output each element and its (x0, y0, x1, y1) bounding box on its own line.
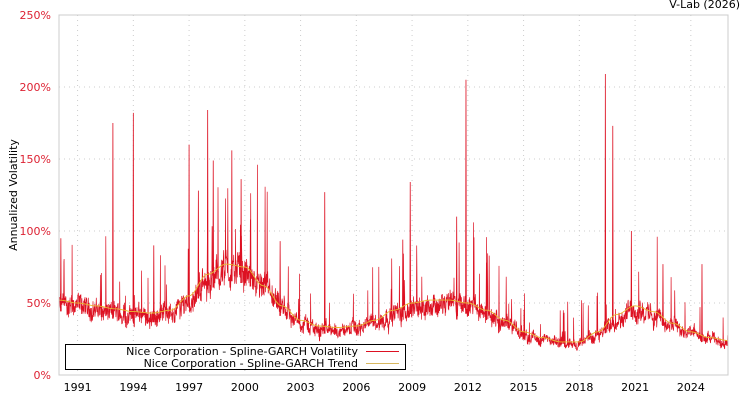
trend-line (58, 263, 728, 343)
y-tick-label: 100% (20, 225, 51, 238)
volatility-spike (465, 79, 467, 314)
volatility-spike (604, 74, 607, 334)
x-tick-label: 2003 (287, 381, 315, 394)
x-tick-label: 2009 (398, 381, 426, 394)
x-tick-label: 1991 (64, 381, 92, 394)
legend-item-trend: Nice Corporation - Spline-GARCH Trend (144, 357, 399, 370)
volatility-spike (153, 245, 155, 323)
volatility-spike (701, 264, 703, 342)
x-tick-label: 2021 (621, 381, 649, 394)
volatility-spike (240, 179, 242, 283)
legend-swatch-volatility (366, 351, 399, 352)
volatility-spike (197, 190, 200, 299)
volatility-spike (402, 239, 404, 317)
legend: Nice Corporation - Spline-GARCH Volatili… (65, 344, 406, 370)
volatility-spike (112, 122, 114, 319)
grid (59, 15, 728, 375)
volatility-spike (455, 216, 458, 313)
volatility-spike (409, 182, 411, 314)
y-tick-label: 0% (34, 369, 51, 382)
x-tick-label: 2018 (565, 381, 593, 394)
x-tick-label: 2006 (342, 381, 370, 394)
plot-frame (58, 14, 729, 376)
volatility-spike (231, 150, 233, 282)
legend-label-trend: Nice Corporation - Spline-GARCH Trend (143, 357, 358, 370)
plot-area (58, 74, 729, 351)
volatility-spike (630, 230, 633, 317)
y-tick-label: 250% (20, 9, 51, 22)
volatility-spike (485, 262, 488, 320)
volatility-spike (132, 112, 135, 322)
volatility-line (58, 164, 729, 351)
volatility-spike (279, 241, 281, 316)
legend-item-volatility: Nice Corporation - Spline-GARCH Volatili… (126, 345, 399, 358)
y-axis: 0% 50% 100% 150% 200% 250% (20, 9, 51, 382)
x-tick-label: 1994 (119, 381, 147, 394)
volatility-spike (612, 125, 614, 325)
x-tick-label: 2015 (510, 381, 538, 394)
x-tick-label: 1997 (175, 381, 203, 394)
y-tick-label: 50% (27, 297, 51, 310)
legend-swatch-trend (366, 363, 399, 364)
volatility-spike (212, 160, 215, 288)
y-tick-label: 200% (20, 81, 51, 94)
x-tick-label: 2024 (677, 381, 705, 394)
x-tick-label: 2000 (231, 381, 259, 394)
legend-label-volatility: Nice Corporation - Spline-GARCH Volatili… (126, 345, 358, 358)
y-tick-label: 150% (20, 153, 51, 166)
volatility-spike (60, 238, 62, 312)
volatility-spike (188, 144, 190, 308)
source-credit: V-Lab (2026) (669, 0, 740, 11)
volatility-spike (323, 192, 326, 334)
x-axis: 1991 1994 1997 2000 2003 2006 2009 2012 2015 2018… (64, 381, 705, 394)
volatility-spike (662, 264, 664, 327)
x-tick-label: 2012 (454, 381, 482, 394)
y-axis-label: Annualized Volatility (7, 139, 20, 251)
volatility-spike (206, 110, 209, 290)
volatility-spike (249, 219, 252, 287)
